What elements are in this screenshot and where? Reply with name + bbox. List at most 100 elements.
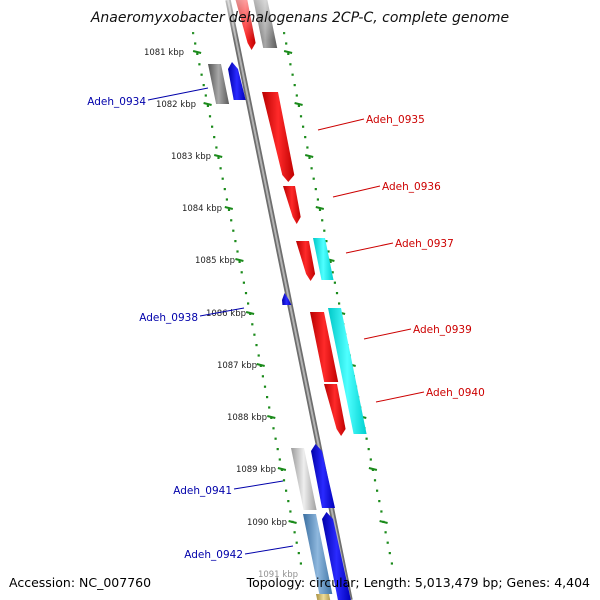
kbp-label: 1081 kbp	[144, 48, 184, 58]
gene-feature-blue[interactable]	[322, 512, 351, 600]
tick-dot	[325, 240, 328, 243]
tick-dot	[293, 84, 296, 87]
tick-mark	[294, 102, 303, 106]
tick-mark	[203, 102, 212, 106]
tick-mark	[304, 154, 314, 158]
gene-feature-steel[interactable]	[303, 514, 333, 594]
tick-dot	[223, 188, 226, 191]
tick-dot	[293, 531, 296, 534]
gene-feature-red[interactable]	[296, 241, 316, 281]
gene-feature-blue[interactable]	[228, 62, 246, 100]
tick-dot	[297, 104, 300, 107]
tick-mark	[213, 154, 223, 158]
gene-feature-red[interactable]	[310, 312, 339, 382]
tick-dot	[388, 552, 391, 555]
kbp-label: 1085 kbp	[195, 256, 235, 266]
tick-dot	[380, 510, 383, 513]
genome-summary-text: Topology: circular; Length: 5,013,479 bp…	[246, 575, 590, 590]
tick-dot	[365, 437, 368, 440]
map-title: Anaeromyxobacter dehalogenans 2CP-C, com…	[90, 10, 509, 26]
tick-mark	[235, 258, 244, 262]
tick-dot	[234, 240, 237, 243]
tick-dot	[282, 479, 286, 482]
tick-dot	[318, 208, 322, 211]
gene-label-adeh-0934[interactable]: Adeh_0934	[87, 96, 146, 108]
tick-dot	[221, 177, 224, 180]
tick-dot	[335, 292, 339, 295]
tick-dot	[285, 42, 288, 45]
tick-dot	[312, 177, 315, 180]
tick-dot	[295, 541, 298, 544]
kbp-label: 1082 kbp	[156, 100, 196, 110]
gene-feature-red[interactable]	[262, 92, 295, 182]
tick-dot	[276, 448, 279, 451]
tick-dot	[369, 458, 372, 461]
gene-feature-cyan[interactable]	[328, 308, 367, 434]
gene-feature-gray[interactable]	[208, 64, 230, 104]
tick-mark	[379, 520, 388, 524]
tick-dot	[194, 42, 197, 45]
gene-label-adeh-0935[interactable]: Adeh_0935	[366, 114, 425, 126]
kbp-label: 1087 kbp	[217, 361, 257, 371]
tick-dot	[310, 167, 313, 170]
tick-dot	[251, 323, 254, 326]
tick-dot	[373, 479, 377, 482]
tick-dot	[240, 271, 243, 274]
gene-label-adeh-0941[interactable]: Adeh_0941	[173, 485, 232, 497]
tick-dot	[244, 292, 248, 295]
tick-dot	[333, 281, 336, 284]
tick-mark	[368, 467, 378, 471]
gene-labels: Adeh_0934 Adeh_0935 Adeh_0936 Adeh_0937 …	[87, 96, 485, 561]
tick-mark	[224, 206, 234, 210]
gene-feature-lightgray[interactable]	[291, 448, 317, 510]
tick-dot	[211, 125, 214, 128]
tick-dot	[255, 344, 258, 347]
kbp-tick-labels: 1081 kbp 1082 kbp 1083 kbp 1084 kbp 1085…	[144, 48, 298, 580]
tick-dot	[202, 84, 205, 87]
tick-dot	[268, 406, 271, 409]
gene-label-adeh-0939[interactable]: Adeh_0939	[413, 324, 472, 336]
tick-dot	[253, 333, 256, 336]
gene-label-adeh-0937[interactable]: Adeh_0937	[395, 238, 454, 250]
tick-dot	[331, 271, 334, 274]
tick-mark	[288, 520, 297, 524]
gene-feature-tan[interactable]	[316, 594, 331, 600]
gene-label-adeh-0940[interactable]: Adeh_0940	[426, 387, 485, 399]
tick-dot	[198, 63, 201, 66]
tick-dot	[390, 562, 393, 565]
tick-mark	[315, 206, 325, 210]
gene-label-adeh-0942[interactable]: Adeh_0942	[184, 549, 243, 561]
gene-feature-blue[interactable]	[282, 293, 292, 305]
tick-dot	[297, 552, 300, 555]
tick-dot	[376, 489, 379, 492]
tick-dot	[274, 437, 277, 440]
tick-dot	[257, 354, 260, 357]
gene-label-adeh-0936[interactable]: Adeh_0936	[382, 181, 441, 193]
tick-dot	[213, 136, 216, 139]
tick-dot	[247, 302, 250, 305]
gene-feature-red[interactable]	[324, 384, 346, 436]
kbp-label: 1083 kbp	[171, 152, 211, 162]
tick-dot	[308, 156, 311, 159]
tick-dot	[272, 427, 275, 430]
tick-dot	[287, 500, 290, 503]
gene-feature-cyan[interactable]	[313, 238, 334, 280]
tick-dot	[327, 250, 330, 253]
tick-dot	[219, 167, 222, 170]
tick-dot	[304, 136, 307, 139]
gene-feature-red[interactable]	[283, 186, 301, 224]
tick-dot	[230, 219, 233, 222]
tick-dot	[287, 52, 290, 55]
tick-dot	[236, 250, 239, 253]
tick-dot	[208, 115, 212, 118]
tick-dot	[299, 115, 303, 118]
tick-mark	[192, 50, 202, 54]
label-leaders	[147, 87, 425, 555]
tick-dot	[306, 146, 309, 149]
accession-text: Accession: NC_007760	[9, 575, 151, 590]
tick-dot	[285, 489, 288, 492]
gene-label-adeh-0938[interactable]: Adeh_0938	[139, 312, 198, 324]
gene-feature-blue[interactable]	[311, 444, 335, 508]
tick-dot	[278, 458, 281, 461]
